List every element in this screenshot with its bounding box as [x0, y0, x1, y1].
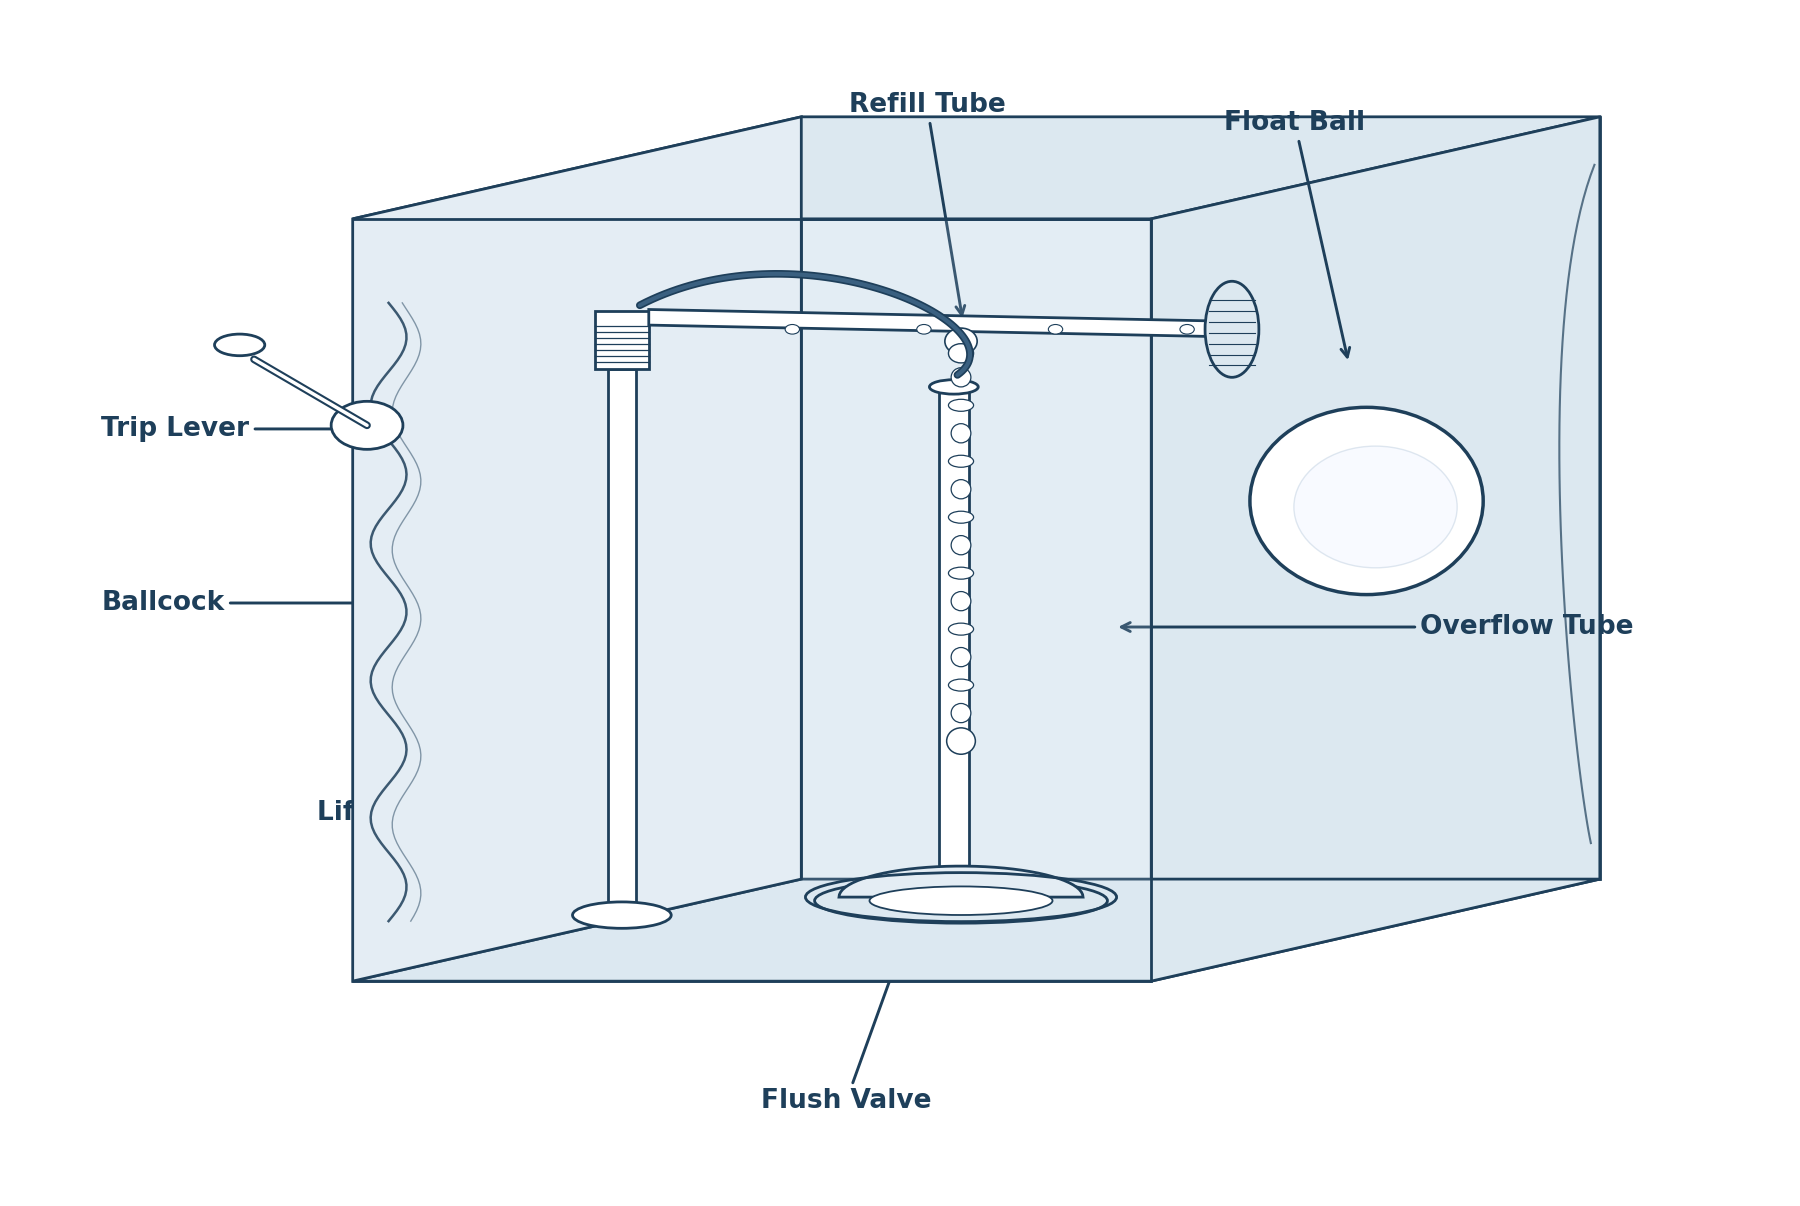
Ellipse shape	[945, 328, 977, 355]
Ellipse shape	[214, 334, 265, 356]
Ellipse shape	[950, 703, 970, 722]
Text: Overflow Tube: Overflow Tube	[1121, 614, 1634, 640]
Text: Flush Valve: Flush Valve	[761, 932, 931, 1114]
Ellipse shape	[929, 380, 977, 394]
Ellipse shape	[950, 648, 970, 667]
Circle shape	[1048, 324, 1062, 334]
Circle shape	[916, 324, 931, 334]
Ellipse shape	[947, 728, 976, 754]
Ellipse shape	[572, 902, 671, 929]
Ellipse shape	[949, 567, 974, 579]
Circle shape	[785, 324, 799, 334]
Polygon shape	[353, 218, 1152, 982]
Polygon shape	[353, 117, 1600, 218]
Ellipse shape	[949, 679, 974, 691]
Ellipse shape	[949, 511, 974, 523]
Polygon shape	[938, 387, 968, 903]
Ellipse shape	[950, 480, 970, 499]
Ellipse shape	[950, 535, 970, 555]
Text: Refill Tube: Refill Tube	[848, 92, 1004, 315]
Text: Ballcock: Ballcock	[101, 590, 463, 616]
Ellipse shape	[949, 455, 974, 467]
Circle shape	[1181, 324, 1193, 334]
Circle shape	[331, 402, 403, 450]
Ellipse shape	[950, 368, 970, 387]
Polygon shape	[353, 879, 1600, 982]
Polygon shape	[839, 866, 1084, 897]
Ellipse shape	[869, 886, 1053, 915]
Text: Lift Chain: Lift Chain	[317, 617, 787, 826]
Ellipse shape	[1204, 281, 1258, 377]
Text: Float Ball: Float Ball	[1224, 110, 1366, 357]
Text: Trip Lever: Trip Lever	[101, 416, 454, 441]
Polygon shape	[596, 311, 648, 369]
Polygon shape	[353, 117, 801, 982]
Ellipse shape	[950, 423, 970, 443]
Ellipse shape	[815, 878, 1107, 923]
Ellipse shape	[1294, 446, 1458, 568]
Ellipse shape	[949, 734, 974, 747]
Polygon shape	[608, 369, 635, 921]
Ellipse shape	[949, 624, 974, 636]
Polygon shape	[648, 310, 1240, 338]
Polygon shape	[1152, 117, 1600, 982]
Ellipse shape	[949, 344, 974, 363]
Ellipse shape	[1249, 408, 1483, 595]
Ellipse shape	[949, 399, 974, 411]
Polygon shape	[801, 117, 1600, 879]
Ellipse shape	[950, 592, 970, 610]
